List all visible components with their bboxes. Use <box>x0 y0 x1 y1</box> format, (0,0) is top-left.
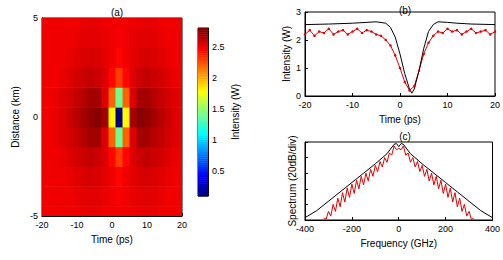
svg-text:Intensity (W): Intensity (W) <box>230 84 241 140</box>
svg-text:0: 0 <box>396 224 401 234</box>
svg-text:-20: -20 <box>298 100 311 110</box>
svg-text:10: 10 <box>442 100 452 110</box>
svg-text:10: 10 <box>142 220 152 230</box>
svg-text:0: 0 <box>397 100 402 110</box>
svg-text:2.5: 2.5 <box>212 42 225 52</box>
svg-text:-10: -10 <box>70 220 83 230</box>
svg-text:Frequency (GHz): Frequency (GHz) <box>360 238 437 249</box>
svg-text:2: 2 <box>212 73 217 83</box>
svg-text:Time (ps): Time (ps) <box>91 234 133 245</box>
svg-text:200: 200 <box>438 224 453 234</box>
svg-text:0: 0 <box>296 91 301 101</box>
svg-text:3: 3 <box>296 7 301 17</box>
svg-text:20: 20 <box>490 100 500 110</box>
svg-text:20: 20 <box>177 220 187 230</box>
svg-text:-20: -20 <box>35 220 48 230</box>
svg-text:1: 1 <box>296 63 301 73</box>
svg-text:(b): (b) <box>399 5 411 16</box>
svg-text:5: 5 <box>33 13 38 23</box>
svg-text:0: 0 <box>33 112 38 122</box>
svg-text:(a): (a) <box>111 7 123 18</box>
svg-text:Distance (km): Distance (km) <box>10 86 21 148</box>
svg-text:Time (ps): Time (ps) <box>379 114 421 125</box>
svg-text:1.5: 1.5 <box>212 104 225 114</box>
svg-text:0: 0 <box>109 220 114 230</box>
svg-text:Intensity (W): Intensity (W) <box>281 26 292 82</box>
svg-text:400: 400 <box>485 224 500 234</box>
svg-text:Spectrum (20dB/div): Spectrum (20dB/div) <box>287 135 298 226</box>
svg-text:-5: -5 <box>30 211 38 221</box>
svg-text:-400: -400 <box>296 224 314 234</box>
svg-text:0.5: 0.5 <box>212 166 225 176</box>
svg-text:2: 2 <box>296 35 301 45</box>
svg-text:-10: -10 <box>346 100 359 110</box>
svg-text:1: 1 <box>212 135 217 145</box>
svg-text:-200: -200 <box>343 224 361 234</box>
svg-text:(c): (c) <box>399 131 411 142</box>
